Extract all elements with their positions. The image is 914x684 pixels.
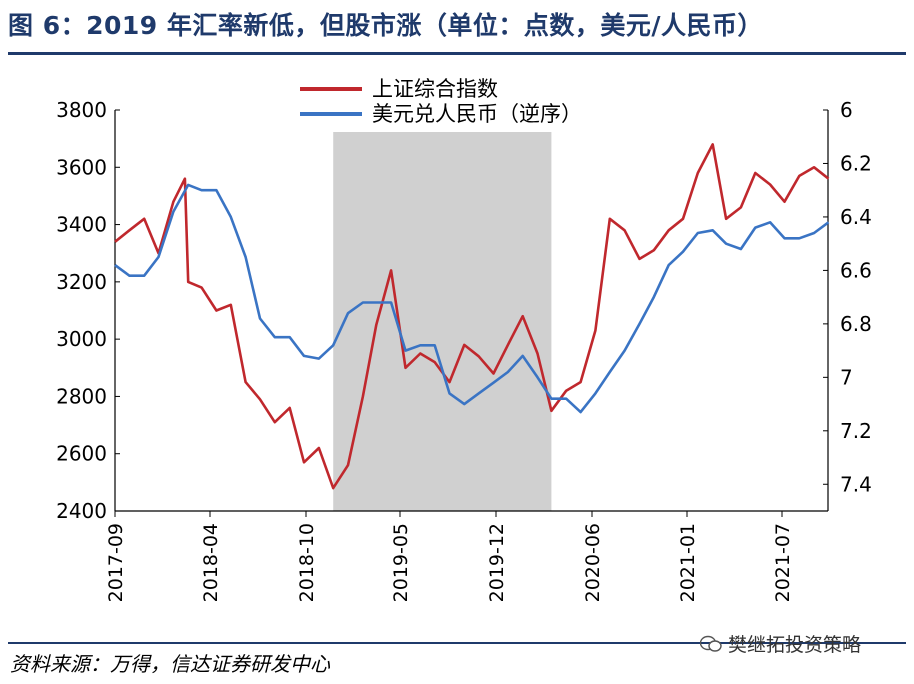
x-tick-label: 2018-10 (296, 523, 318, 602)
right-tick-label: 6.4 (840, 205, 872, 229)
x-tick-label: 2019-05 (390, 523, 412, 602)
series-line-usdcny (114, 183, 830, 414)
right-tick-label: 7.2 (840, 419, 872, 443)
chart-canvas: 2400 2600 2800 3000 3200 3400 3600 3800 6 6.2 6.4 6… (56, 77, 872, 602)
legend-label-shanghai: 上证综合指数 (372, 77, 498, 101)
right-tick-label: 6.8 (840, 312, 872, 336)
right-tick-label: 6.2 (840, 151, 872, 175)
left-tick-label: 2600 (56, 442, 107, 466)
right-tick-label: 6 (840, 98, 853, 122)
shaded-period (333, 132, 552, 511)
series-layer (114, 143, 830, 490)
watermark: 樊继拓投资策略 (700, 630, 861, 657)
x-tick-label: 2021-07 (772, 523, 794, 602)
footer-rule (8, 642, 906, 644)
left-tick-label: 3200 (56, 270, 107, 294)
wechat-icon (700, 635, 722, 652)
x-tick-label: 2021-01 (677, 523, 699, 602)
legend: 上证综合指数 美元兑人民币（逆序） (300, 77, 582, 126)
chart-title: 图 6：2019 年汇率新低，但股市涨（单位：点数，美元/人民币） (8, 11, 764, 40)
left-tick-label: 2400 (56, 499, 107, 523)
left-tick-label: 2800 (56, 384, 107, 408)
axes: 2400 2600 2800 3000 3200 3400 3600 3800 6 6.2 6.4 6… (56, 98, 872, 602)
right-tick-label: 7.4 (840, 472, 872, 496)
watermark-text: 樊继拓投资策略 (728, 634, 862, 656)
right-tick-label: 7 (840, 365, 853, 389)
x-tick-label: 2018-04 (200, 523, 222, 602)
legend-label-usdcny: 美元兑人民币（逆序） (372, 102, 582, 126)
left-tick-label: 3400 (56, 213, 107, 237)
left-tick-label: 3800 (56, 98, 107, 122)
left-tick-label: 3000 (56, 327, 107, 351)
left-tick-label: 3600 (56, 155, 107, 179)
title-underline (8, 52, 906, 55)
series-line-shanghai (114, 143, 830, 490)
right-tick-label: 6.6 (840, 258, 872, 282)
x-tick-label: 2019-12 (486, 523, 508, 602)
x-tick-label: 2017-09 (105, 523, 127, 602)
source-note: 资料来源：万得，信达证券研发中心 (10, 652, 330, 676)
x-tick-label: 2020-06 (582, 523, 604, 602)
